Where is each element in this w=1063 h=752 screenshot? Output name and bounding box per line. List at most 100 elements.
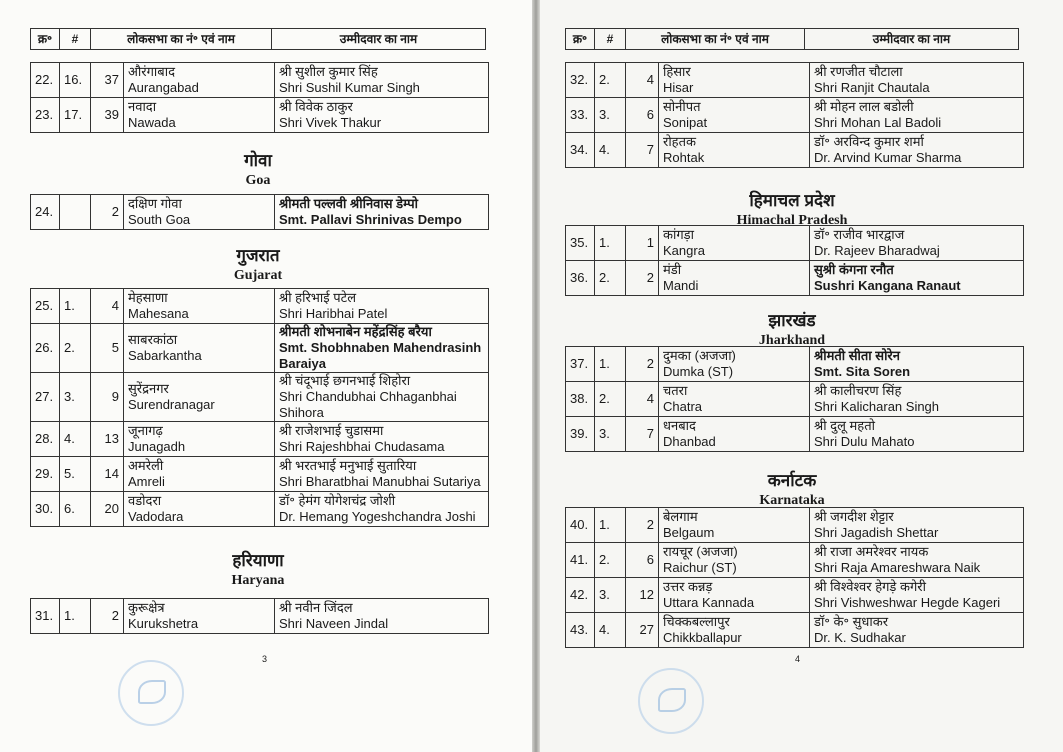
- serial-number: 23.: [30, 97, 60, 133]
- serial-number: 31.: [30, 598, 60, 634]
- candidate-hindi: श्री नवीन जिंदल: [279, 600, 353, 615]
- candidate-english: Shri Ranjit Chautala: [814, 80, 930, 95]
- state-name-hindi: गुजरात: [236, 246, 280, 265]
- constituency-number: 7: [625, 416, 659, 452]
- constituency-hindi: कुरूक्षेत्र: [128, 600, 165, 615]
- constituency-hindi: औरंगाबाद: [128, 64, 175, 79]
- state-heading: गोवा Goa: [30, 150, 486, 190]
- candidate-cell: श्री सुशील कुमार सिंह Shri Sushil Kumar S…: [274, 62, 489, 98]
- header-row: क्र॰ # लोकसभा का नं॰ एवं नाम उम्मीदवार का न…: [565, 28, 1019, 50]
- party-seal-watermark: [118, 660, 184, 726]
- state-name-hindi: हिमाचल प्रदेश: [749, 191, 835, 210]
- state-name-hindi: गोवा: [244, 151, 272, 170]
- candidate-english: Dr. Arvind Kumar Sharma: [814, 150, 962, 165]
- candidate-cell: श्रीमती शोभनाबेन महेंद्रसिंह बरैया Smt. S…: [274, 323, 489, 373]
- constituency-english: Chikkballapur: [663, 630, 742, 645]
- state-serial: 2.: [594, 381, 626, 417]
- table-row: 34. 4. 7 रोहतक Rohtak डॉ॰ अरविन्द कुमार शर्मा…: [565, 132, 1024, 168]
- constituency-number: 12: [625, 577, 659, 613]
- state-name-hindi: झारखंड: [768, 311, 816, 330]
- constituency-number: 4: [625, 62, 659, 98]
- candidate-hindi: श्री मोहन लाल बडोली: [814, 99, 914, 114]
- candidate-english: Smt. Pallavi Shrinivas Dempo: [279, 212, 462, 227]
- candidate-english: Shri Kalicharan Singh: [814, 399, 940, 414]
- candidate-hindi: श्रीमती शोभनाबेन महेंद्रसिंह बरैया: [279, 324, 432, 339]
- constituency-hindi: रोहतक: [663, 134, 696, 149]
- constituency-hindi: चतरा: [663, 383, 688, 398]
- constituency-english: Vadodara: [128, 509, 184, 524]
- constituency-english: Belgaum: [663, 525, 715, 540]
- state-serial: 2.: [594, 542, 626, 578]
- constituency-english: Hisar: [663, 80, 694, 95]
- table-row: 29. 5. 14 अमरेली Amreli श्री भरतभाई मनुभाई सु…: [30, 456, 489, 492]
- constituency-english: Junagadh: [128, 439, 186, 454]
- candidate-hindi: श्री हरिभाई पटेल: [279, 290, 357, 305]
- candidate-table: 31. 1. 2 कुरूक्षेत्र Kurukshetra श्री नवीन जि…: [30, 598, 489, 634]
- header-hash: #: [594, 28, 626, 50]
- constituency-cell: सुरेंद्रनगर Surendranagar: [123, 372, 275, 422]
- constituency-cell: मेहसाणा Mahesana: [123, 288, 275, 324]
- table-row: 36. 2. 2 मंडी Mandi सुश्री कंगना रनौत Sushri K…: [565, 260, 1024, 296]
- candidate-hindi: श्री विवेक ठाकुर: [279, 99, 353, 114]
- page-number: 4: [795, 654, 801, 664]
- state-serial: 3.: [594, 97, 626, 133]
- constituency-number: 2: [90, 194, 124, 230]
- state-serial: 4.: [59, 421, 91, 457]
- constituency-english: Aurangabad: [128, 80, 199, 95]
- party-seal-watermark: [638, 668, 704, 734]
- constituency-hindi: मंडी: [663, 262, 682, 277]
- constituency-cell: दक्षिण गोवा South Goa: [123, 194, 275, 230]
- header-candidate: उम्मीदवार का नाम: [271, 28, 486, 50]
- candidate-english: Dr. Rajeev Bharadwaj: [814, 243, 940, 258]
- serial-number: 33.: [565, 97, 595, 133]
- constituency-english: Uttara Kannada: [663, 595, 755, 610]
- table-row: 35. 1. 1 कांगड़ा Kangra डॉ॰ राजीव भारद्वाज Dr.…: [565, 225, 1024, 261]
- constituency-english: Sonipat: [663, 115, 708, 130]
- state-serial: 2.: [59, 323, 91, 373]
- state-serial: 3.: [594, 577, 626, 613]
- serial-number: 43.: [565, 612, 595, 648]
- table-row: 42. 3. 12 उत्तर कन्नड़ Uttara Kannada श्री वि…: [565, 577, 1024, 613]
- constituency-cell: कांगड़ा Kangra: [658, 225, 810, 261]
- candidate-table: 37. 1. 2 दुमका (अजजा) Dumka (ST) श्रीमती सीता…: [565, 346, 1024, 452]
- state-name-english: Karnataka: [759, 493, 825, 508]
- constituency-number: 7: [625, 132, 659, 168]
- candidate-table: 40. 1. 2 बेलगाम Belgaum श्री जगदीश शेट्टार Shr…: [565, 507, 1024, 648]
- candidate-cell: श्री राजा अमरेश्वर नायक Shri Raja Amaresh…: [809, 542, 1024, 578]
- candidate-hindi: श्री राजा अमरेश्वर नायक: [814, 544, 929, 559]
- constituency-hindi: नवादा: [128, 99, 157, 114]
- table-row: 24. 2 दक्षिण गोवा South Goa श्रीमती पल्लवी श…: [30, 194, 489, 230]
- state-serial: 17.: [59, 97, 91, 133]
- constituency-english: Rohtak: [663, 150, 705, 165]
- serial-number: 25.: [30, 288, 60, 324]
- serial-number: 28.: [30, 421, 60, 457]
- candidate-cell: श्री मोहन लाल बडोली Shri Mohan Lal Badoli: [809, 97, 1024, 133]
- state-serial: 1.: [594, 507, 626, 543]
- candidate-hindi: श्री दुलू महतो: [814, 418, 875, 433]
- state-serial: 1.: [594, 346, 626, 382]
- candidate-cell: डॉ॰ राजीव भारद्वाज Dr. Rajeev Bharadwaj: [809, 225, 1024, 261]
- constituency-cell: चतरा Chatra: [658, 381, 810, 417]
- serial-number: 24.: [30, 194, 60, 230]
- constituency-english: Kangra: [663, 243, 705, 258]
- state-name-english: Himachal Pradesh: [736, 213, 848, 228]
- table-row: 40. 1. 2 बेलगाम Belgaum श्री जगदीश शेट्टार Shr…: [565, 507, 1024, 543]
- constituency-english: Surendranagar: [128, 397, 215, 412]
- candidate-english: Dr. Hemang Yogeshchandra Joshi: [279, 509, 476, 524]
- table-row: 31. 1. 2 कुरूक्षेत्र Kurukshetra श्री नवीन जि…: [30, 598, 489, 634]
- serial-number: 35.: [565, 225, 595, 261]
- serial-number: 26.: [30, 323, 60, 373]
- constituency-cell: रोहतक Rohtak: [658, 132, 810, 168]
- table-row: 26. 2. 5 साबरकांठा Sabarkantha श्रीमती शोभनाब…: [30, 323, 489, 373]
- constituency-number: 39: [90, 97, 124, 133]
- table-row: 30. 6. 20 वडोदरा Vadodara डॉ॰ हेमंग योगेशचंद्…: [30, 491, 489, 527]
- header-sr: क्र॰: [565, 28, 595, 50]
- state-serial: 4.: [594, 132, 626, 168]
- constituency-cell: धनबाद Dhanbad: [658, 416, 810, 452]
- constituency-english: Nawada: [128, 115, 176, 130]
- serial-number: 27.: [30, 372, 60, 422]
- serial-number: 42.: [565, 577, 595, 613]
- table-row: 33. 3. 6 सोनीपत Sonipat श्री मोहन लाल बडोली Sh…: [565, 97, 1024, 133]
- candidate-hindi: श्री कालीचरण सिंह: [814, 383, 902, 398]
- state-heading: हिमाचल प्रदेश Himachal Pradesh: [565, 190, 1019, 230]
